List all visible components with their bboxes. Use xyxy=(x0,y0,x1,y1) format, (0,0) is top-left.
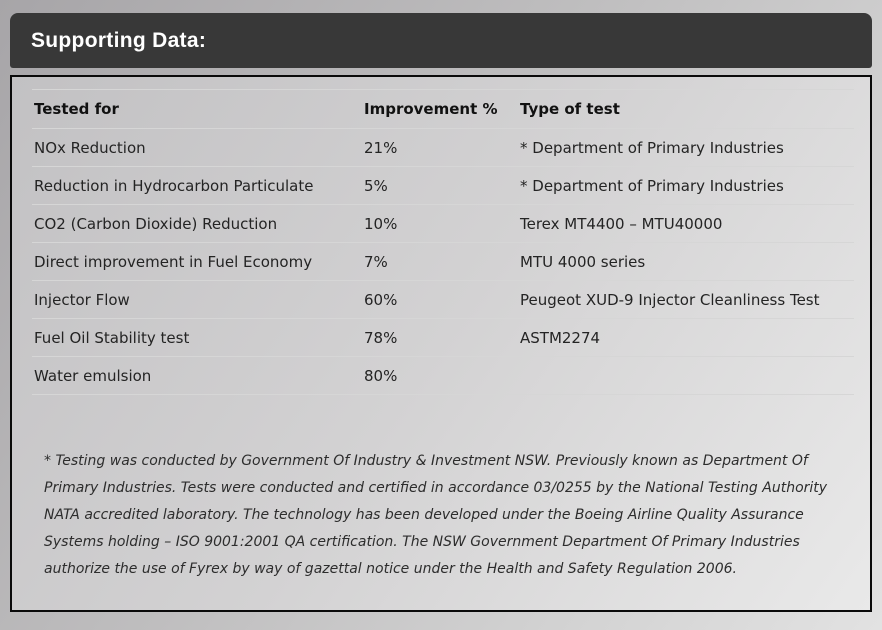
cell-type-of-test: Terex MT4400 – MTU40000 xyxy=(520,214,723,233)
cell-improvement: 21% xyxy=(364,138,398,157)
cell-type-of-test: ASTM2274 xyxy=(520,328,601,347)
cell-tested-for: Direct improvement in Fuel Economy xyxy=(34,252,313,271)
cell-tested-for: Fuel Oil Stability test xyxy=(34,328,190,347)
table-row: Direct improvement in Fuel Economy 7% MT… xyxy=(32,243,854,281)
cell-improvement: 78% xyxy=(364,328,398,347)
cell-improvement: 5% xyxy=(364,176,388,195)
cell-tested-for: Water emulsion xyxy=(34,366,152,385)
cell-tested-for: Reduction in Hydrocarbon Particulate xyxy=(34,176,314,195)
header-bar: Supporting Data: xyxy=(10,13,872,68)
cell-tested-for: CO2 (Carbon Dioxide) Reduction xyxy=(34,214,278,233)
table-row: Injector Flow 60% Peugeot XUD-9 Injector… xyxy=(32,281,854,319)
cell-type-of-test: MTU 4000 series xyxy=(520,252,646,271)
page-title: Supporting Data: xyxy=(31,28,207,52)
cell-type-of-test: * Department of Primary Industries xyxy=(520,176,784,195)
cell-improvement: 10% xyxy=(364,214,398,233)
table-header-row: Tested for Improvement % Type of test xyxy=(32,89,854,129)
supporting-data-card: Tested for Improvement % Type of test NO… xyxy=(10,75,872,612)
cell-type-of-test: Peugeot XUD-9 Injector Cleanliness Test xyxy=(520,290,820,309)
table-row: CO2 (Carbon Dioxide) Reduction 10% Terex… xyxy=(32,205,854,243)
column-header-tested-for: Tested for xyxy=(34,100,119,118)
table-row: Reduction in Hydrocarbon Particulate 5% … xyxy=(32,167,854,205)
cell-type-of-test: * Department of Primary Industries xyxy=(520,138,784,157)
cell-improvement: 80% xyxy=(364,366,398,385)
table-row: Fuel Oil Stability test 78% ASTM2274 xyxy=(32,319,854,357)
table-row: Water emulsion 80% xyxy=(32,357,854,395)
cell-improvement: 60% xyxy=(364,290,398,309)
footnote: * Testing was conducted by Government Of… xyxy=(44,453,828,577)
column-header-type-of-test: Type of test xyxy=(520,100,620,118)
cell-tested-for: Injector Flow xyxy=(34,290,130,309)
table-row: NOx Reduction 21% * Department of Primar… xyxy=(32,129,854,167)
cell-improvement: 7% xyxy=(364,252,388,271)
supporting-data-table: Tested for Improvement % Type of test NO… xyxy=(32,89,854,395)
column-header-improvement: Improvement % xyxy=(364,100,498,118)
cell-tested-for: NOx Reduction xyxy=(34,138,146,157)
